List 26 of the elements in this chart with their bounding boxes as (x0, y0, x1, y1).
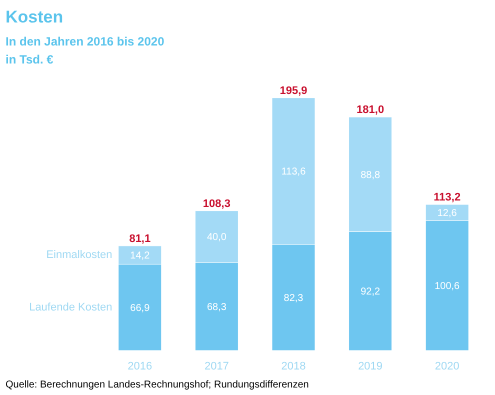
chart-subtitle: In den Jahren 2016 bis 2020 (6, 34, 165, 48)
x-tick-label: 2018 (281, 360, 306, 372)
data-label: 113,6 (281, 166, 306, 178)
data-label: 88,8 (360, 170, 380, 181)
x-tick-label: 2020 (434, 360, 460, 372)
x-tick-label: 2016 (128, 360, 152, 372)
chart-title: Kosten (6, 8, 64, 26)
data-label: 100,6 (434, 281, 460, 292)
data-label: 40,0 (206, 232, 227, 244)
series-label: Einmalkosten (46, 249, 112, 262)
source-note: Quelle: Berechnungen Landes-Rechnungshof; Rundungsdifferenzen (6, 380, 309, 390)
total-label: 113,2 (434, 191, 461, 204)
data-label: 68,3 (206, 302, 227, 313)
total-label: 195,9 (280, 84, 308, 97)
total-label: 108,3 (202, 198, 230, 210)
data-label: 66,9 (130, 302, 150, 314)
x-tick-label: 2019 (358, 360, 383, 372)
total-label: 181,0 (356, 104, 384, 116)
total-label: 81,1 (129, 232, 151, 245)
y-axis-title: in Tsd. € (6, 52, 54, 66)
data-label: 12,6 (437, 208, 458, 220)
data-label: 82,3 (284, 292, 304, 304)
data-label: 14,2 (130, 250, 150, 262)
x-tick-label: 2017 (204, 360, 229, 372)
data-label: 92,2 (360, 286, 380, 298)
series-label: Laufende Kosten (29, 301, 112, 314)
